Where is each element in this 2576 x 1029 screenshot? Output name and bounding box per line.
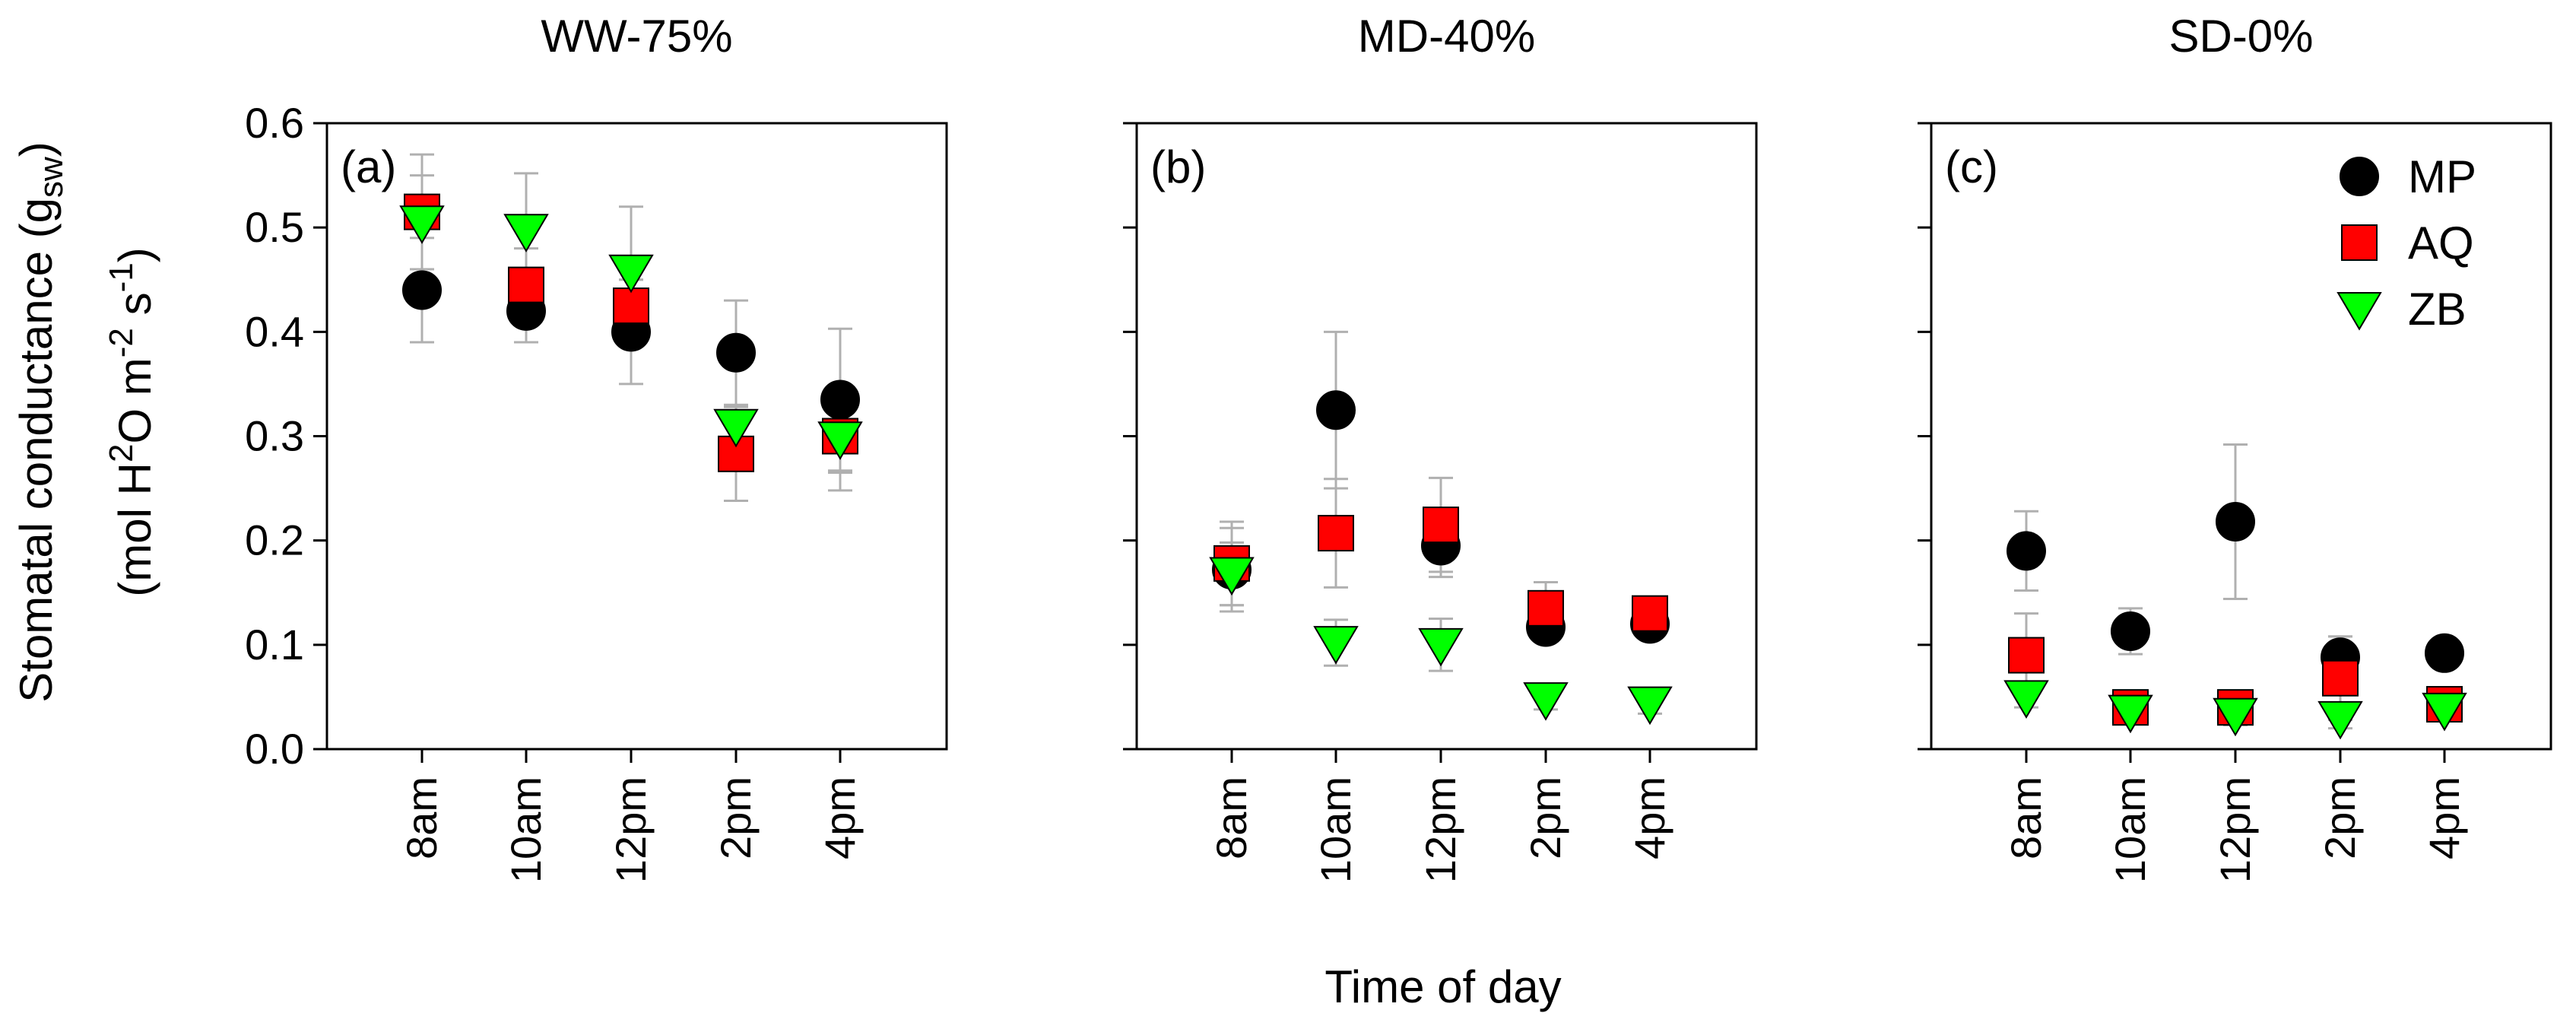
y-tick-label: 0.0: [245, 725, 304, 773]
x-tick-label: 10am: [1312, 777, 1359, 883]
x-tick-label: 2pm: [2316, 777, 2364, 859]
legend-label: MP: [2408, 151, 2476, 202]
panel-a: WW-75% (a) 0.0 0.1 0.2 0.3 0.4 0.5 0.6 8am 10am 12p…: [245, 11, 948, 883]
legend-marker: [2340, 157, 2379, 196]
y-tick-label: 0.4: [245, 307, 304, 355]
point-zb: [2003, 680, 2049, 719]
x-tick-label: 8am: [1207, 777, 1255, 859]
y-tick-label: 0.3: [245, 412, 304, 460]
panel-tag: (a): [341, 141, 396, 192]
y-axis-label: Stomatal conductance (gsw): [11, 141, 70, 703]
legend-marker: [2341, 224, 2378, 261]
y-tick-label: 0.2: [245, 516, 304, 564]
point-zb: [1313, 626, 1359, 665]
point-aq: [1528, 589, 1564, 627]
point-mp: [820, 380, 860, 420]
point-mp: [2007, 531, 2046, 571]
point-mp: [402, 270, 442, 310]
legend-marker: [2336, 292, 2382, 331]
legend-label: AQ: [2408, 218, 2474, 268]
point-aq: [613, 287, 649, 325]
legend: MP AQ ZB: [2336, 151, 2476, 335]
point-zb: [2317, 700, 2363, 740]
point-zb: [2213, 697, 2258, 737]
legend-entry: MP: [2340, 151, 2476, 202]
point-zb: [503, 214, 549, 252]
point-zb: [817, 421, 863, 460]
panel-title: MD-40%: [1358, 11, 1535, 62]
point-aq: [2322, 659, 2359, 697]
point-mp: [716, 332, 756, 373]
point-zb: [2108, 694, 2153, 734]
panel-c: SD-0% (c) 8am 10am 12pm 2pm 4pm: [1918, 11, 2552, 883]
x-tick-label: 12pm: [2211, 777, 2259, 883]
point-mp: [2111, 611, 2150, 652]
point-mp: [2216, 501, 2255, 541]
x-tick-label: 10am: [502, 777, 550, 883]
x-tick-label: 8am: [2002, 777, 2050, 859]
panel-title: WW-75%: [541, 11, 732, 62]
x-tick-label: 4pm: [816, 777, 864, 859]
point-zb: [713, 408, 759, 448]
point-zb: [1418, 627, 1464, 667]
x-tick-label: 4pm: [2420, 777, 2468, 859]
y-tick-label: 0.1: [245, 621, 304, 669]
point-aq: [2008, 637, 2045, 674]
point-zb: [1523, 682, 1569, 721]
point-zb: [1627, 686, 1673, 726]
point-aq: [508, 266, 544, 303]
point-zb: [2422, 692, 2467, 732]
point-zb: [608, 254, 654, 294]
y-axis-units: (mol H2O m-2 s-1): [103, 247, 160, 596]
x-tick-label: 2pm: [1521, 777, 1569, 859]
x-tick-label: 12pm: [1416, 777, 1464, 883]
point-zb: [1209, 557, 1255, 596]
x-axis-label: Time of day: [1324, 961, 1561, 1012]
panel-b: MD-40% (b) 8am 10am 12pm 2pm 4pm: [1123, 11, 1758, 883]
panel-tag: (b): [1150, 141, 1206, 192]
y-tick-label: 0.6: [245, 99, 304, 147]
point-aq: [1632, 595, 1668, 632]
legend-entry: AQ: [2341, 218, 2474, 268]
point-mp: [2425, 633, 2464, 673]
point-aq: [1318, 515, 1354, 552]
y-tick-label: 0.5: [245, 203, 304, 251]
legend-entry: ZB: [2336, 284, 2467, 335]
panels-group: WW-75% (a) 0.0 0.1 0.2 0.3 0.4 0.5 0.6 8am 10am 12p…: [245, 11, 2552, 883]
point-aq: [1423, 507, 1459, 544]
point-zb: [399, 205, 445, 244]
panel-title: SD-0%: [2168, 11, 2313, 62]
legend-label: ZB: [2408, 284, 2467, 335]
point-mp: [1316, 390, 1356, 430]
x-tick-label: 2pm: [712, 777, 760, 859]
x-tick-label: 8am: [398, 777, 446, 859]
x-tick-label: 12pm: [607, 777, 655, 883]
panel-tag: (c): [1945, 141, 1998, 192]
x-tick-label: 10am: [2106, 777, 2154, 883]
x-tick-label: 4pm: [1626, 777, 1673, 859]
